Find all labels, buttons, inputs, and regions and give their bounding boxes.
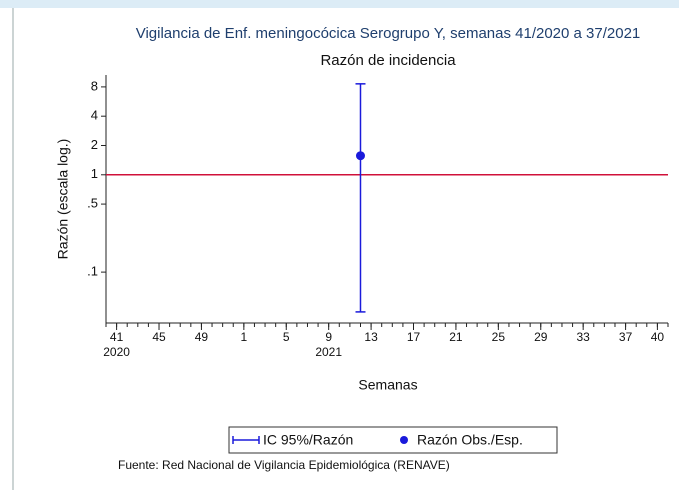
legend-box: [228, 426, 558, 454]
legend-label: Razón Obs./Esp.: [417, 432, 523, 448]
y-tick-label: 8: [91, 78, 98, 93]
x-tick-label: 13: [364, 330, 378, 344]
x-tick-label: 49: [195, 330, 209, 344]
y-tick-label: 1: [91, 166, 98, 181]
y-tick-label: .1: [87, 264, 98, 279]
x-tick-label: 41: [110, 330, 124, 344]
x-tick-label: 33: [576, 330, 590, 344]
x-tick-label: 40: [651, 330, 665, 344]
x-tick-label: 37: [619, 330, 633, 344]
source-note: Fuente: Red Nacional de Vigilancia Epide…: [118, 458, 450, 472]
top-strip: [0, 0, 679, 8]
chart-title: Vigilancia de Enf. meningocócica Serogru…: [136, 25, 641, 42]
x-tick-label: 1: [241, 330, 248, 344]
chart-subtitle: Razón de incidencia: [320, 52, 456, 69]
x-tick-label: 45: [152, 330, 166, 344]
y-tick-label: 4: [91, 108, 98, 123]
x-year-label: 2020: [103, 345, 130, 359]
y-axis-label: Razón (escala log.): [55, 139, 71, 260]
x-year-label: 2021: [315, 345, 342, 359]
x-tick-label: 17: [407, 330, 421, 344]
y-tick-label: 2: [91, 137, 98, 152]
x-tick-label: 25: [492, 330, 506, 344]
point: [355, 151, 365, 161]
y-tick-label: .5: [87, 196, 98, 211]
x-axis-label: Semanas: [358, 377, 417, 393]
x-tick-label: 9: [325, 330, 332, 344]
x-tick-label: 5: [283, 330, 290, 344]
legend-label: IC 95%/Razón: [263, 432, 353, 448]
x-tick-label: 29: [534, 330, 548, 344]
legend-symbol: [400, 436, 408, 444]
x-tick-label: 21: [449, 330, 463, 344]
